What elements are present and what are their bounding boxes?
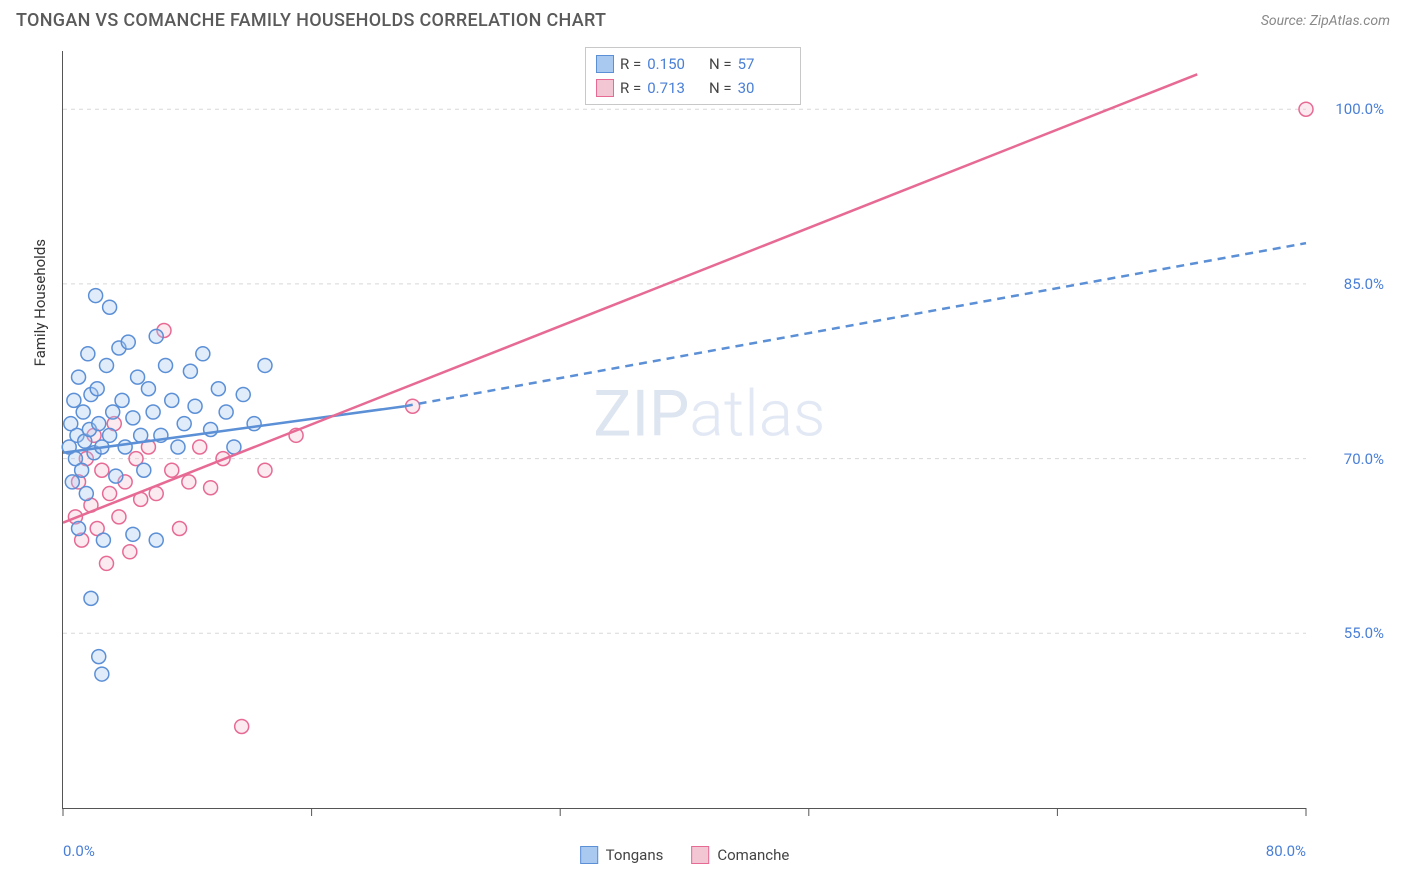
point-tongans: [131, 370, 145, 384]
series-legend: Tongans Comanche: [580, 846, 790, 864]
n-comanche: 30: [738, 76, 790, 100]
point-comanche: [165, 463, 179, 477]
legend-item-tongans: Tongans: [580, 846, 664, 864]
y-axis-label: Family Households: [31, 238, 49, 365]
point-tongans: [92, 417, 106, 431]
point-tongans: [84, 591, 98, 605]
point-tongans: [118, 440, 132, 454]
point-comanche: [193, 440, 207, 454]
trend-tongans-dashed: [405, 243, 1306, 406]
stats-legend: R = 0.150 N = 57 R = 0.713 N = 30: [585, 47, 801, 105]
point-tongans: [211, 382, 225, 396]
chart-title: TONGAN VS COMANCHE FAMILY HOUSEHOLDS COR…: [16, 10, 606, 31]
point-tongans: [121, 335, 135, 349]
point-tongans: [183, 364, 197, 378]
point-comanche: [182, 475, 196, 489]
plot-area: Family Households R = 0.150 N = 57 R = 0…: [62, 51, 1306, 809]
legend-label-comanche: Comanche: [717, 846, 789, 864]
swatch-comanche: [691, 846, 709, 864]
point-tongans: [103, 300, 117, 314]
point-comanche: [95, 463, 109, 477]
point-tongans: [65, 475, 79, 489]
point-tongans: [76, 405, 90, 419]
point-tongans: [149, 533, 163, 547]
x-tick-label: 0.0%: [63, 842, 95, 860]
point-comanche: [1299, 102, 1313, 116]
point-tongans: [115, 393, 129, 407]
point-comanche: [204, 481, 218, 495]
point-tongans: [79, 487, 93, 501]
r-label: R =: [620, 76, 641, 100]
point-tongans: [89, 289, 103, 303]
stats-row-comanche: R = 0.713 N = 30: [596, 76, 790, 100]
point-comanche: [173, 521, 187, 535]
point-tongans: [219, 405, 233, 419]
point-tongans: [81, 347, 95, 361]
point-comanche: [235, 719, 249, 733]
point-tongans: [165, 393, 179, 407]
point-tongans: [96, 533, 110, 547]
point-tongans: [126, 527, 140, 541]
point-tongans: [134, 428, 148, 442]
n-label: N =: [705, 76, 731, 100]
point-tongans: [171, 440, 185, 454]
point-tongans: [149, 329, 163, 343]
point-tongans: [90, 382, 104, 396]
point-comanche: [258, 463, 272, 477]
point-tongans: [258, 358, 272, 372]
y-tick-label: 100.0%: [1335, 100, 1384, 118]
swatch-tongans: [580, 846, 598, 864]
point-tongans: [95, 667, 109, 681]
point-tongans: [188, 399, 202, 413]
legend-label-tongans: Tongans: [606, 846, 664, 864]
trend-comanche: [63, 74, 1197, 522]
r-comanche: 0.713: [647, 76, 699, 100]
point-comanche: [103, 487, 117, 501]
point-comanche: [112, 510, 126, 524]
point-tongans: [109, 469, 123, 483]
point-tongans: [126, 411, 140, 425]
point-tongans: [236, 388, 250, 402]
point-tongans: [92, 650, 106, 664]
swatch-tongans: [596, 55, 614, 73]
point-tongans: [146, 405, 160, 419]
point-tongans: [137, 463, 151, 477]
y-tick-label: 85.0%: [1344, 275, 1384, 293]
point-tongans: [72, 370, 86, 384]
r-tongans: 0.150: [647, 52, 699, 76]
plot-svg: [63, 51, 1306, 808]
point-tongans: [106, 405, 120, 419]
swatch-comanche: [596, 79, 614, 97]
point-comanche: [100, 556, 114, 570]
n-label: N =: [705, 52, 731, 76]
y-tick-label: 55.0%: [1344, 624, 1384, 642]
y-tick-label: 70.0%: [1344, 450, 1384, 468]
stats-row-tongans: R = 0.150 N = 57: [596, 52, 790, 76]
legend-item-comanche: Comanche: [691, 846, 789, 864]
r-label: R =: [620, 52, 641, 76]
chart-container: Family Households R = 0.150 N = 57 R = 0…: [14, 41, 1392, 877]
point-tongans: [196, 347, 210, 361]
point-tongans: [177, 417, 191, 431]
point-tongans: [103, 428, 117, 442]
point-tongans: [67, 393, 81, 407]
n-tongans: 57: [738, 52, 790, 76]
point-tongans: [141, 382, 155, 396]
point-tongans: [72, 521, 86, 535]
point-tongans: [100, 358, 114, 372]
point-comanche: [123, 545, 137, 559]
point-tongans: [75, 463, 89, 477]
x-tick-label: 80.0%: [1266, 842, 1306, 860]
chart-source: Source: ZipAtlas.com: [1261, 13, 1390, 29]
point-tongans: [159, 358, 173, 372]
